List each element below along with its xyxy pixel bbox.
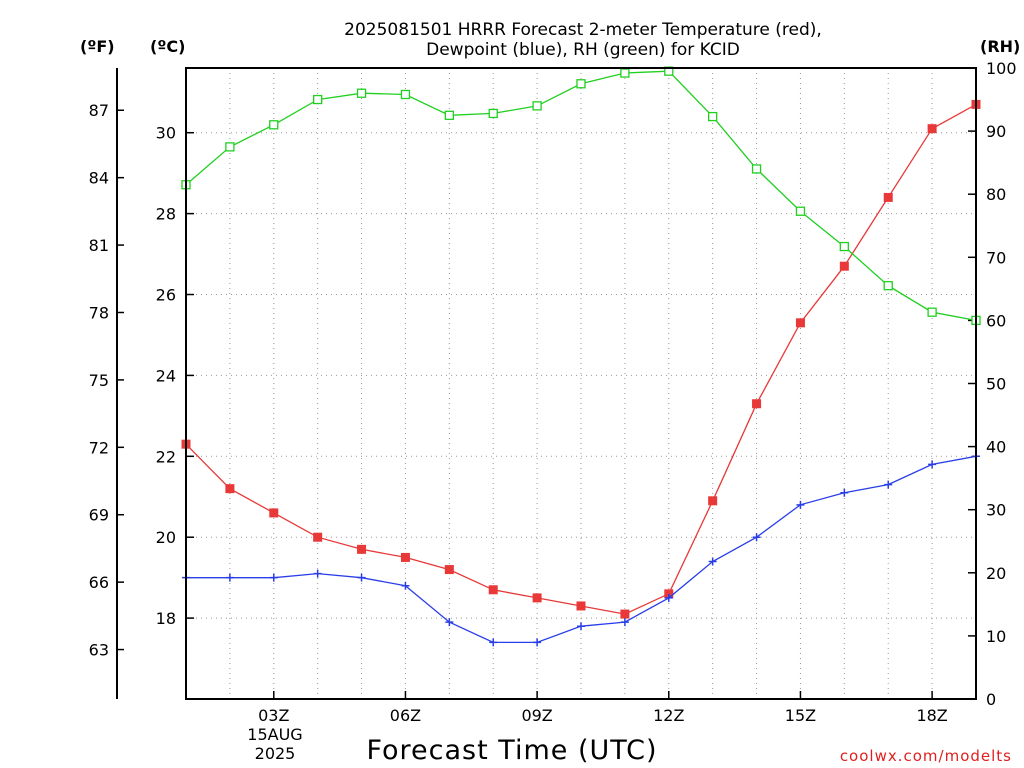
dewpoint-point: [884, 480, 893, 489]
x-tick-label: 12Z: [653, 706, 684, 725]
temperature-point: [488, 585, 498, 595]
dewpoint-point: [445, 618, 454, 627]
temperature-point: [795, 318, 805, 328]
celsius-tick-label: 20: [156, 528, 176, 547]
x-axis-title: Forecast Time (UTC): [366, 735, 657, 766]
dewpoint-point: [489, 638, 498, 647]
rh-tick-label: 50: [986, 375, 1006, 394]
fahrenheit-tick-label: 78: [89, 303, 109, 322]
dewpoint-point: [577, 622, 585, 631]
rh-point: [708, 111, 718, 122]
fahrenheit-tick-label: 87: [89, 101, 109, 120]
temperature-point: [576, 601, 586, 611]
rh-point: [313, 94, 323, 105]
x-date-label: 15AUG: [247, 725, 302, 744]
temperature-point: [357, 544, 367, 554]
rh-tick-label: 40: [986, 438, 1006, 457]
temperature-point: [927, 124, 937, 134]
rh-tick-label: 70: [986, 248, 1006, 267]
temperature-point: [400, 552, 410, 562]
temperature-point: [225, 484, 235, 494]
rh-point: [488, 108, 498, 119]
rh-tick-label: 80: [986, 185, 1006, 204]
temperature-point: [269, 508, 279, 518]
temperature-point: [752, 399, 762, 409]
fahrenheit-tick-label: 84: [89, 169, 109, 188]
rh-tick-label: 30: [986, 501, 1006, 520]
fahrenheit-tick-label: 72: [89, 438, 109, 457]
dewpoint-point: [533, 638, 542, 647]
rh-tick-label: 10: [986, 627, 1006, 646]
rh-tick-label: 20: [986, 564, 1006, 583]
x-tick-label: 15Z: [785, 706, 816, 725]
temperature-point: [620, 609, 630, 619]
rh-unit-label: (RH): [980, 37, 1020, 56]
rh-point: [576, 79, 586, 89]
celsius-tick-label: 28: [156, 205, 176, 224]
rh-point: [532, 101, 542, 111]
fahrenheit-tick-label: 66: [89, 573, 109, 592]
chart-title-line-1: 2025081501 HRRR Forecast 2-meter Tempera…: [344, 20, 822, 40]
fahrenheit-tick-label: 81: [89, 236, 109, 255]
rh-point: [269, 120, 279, 130]
dewpoint-point: [620, 618, 629, 627]
rh-tick-label: 0: [986, 690, 996, 709]
dewpoint-point: [840, 488, 849, 497]
celsius-unit-label: (ºC): [150, 37, 185, 56]
rh-tick-label: 100: [986, 59, 1017, 78]
dewpoint-point: [664, 593, 673, 602]
celsius-tick-label: 30: [156, 124, 176, 143]
dewpoint-point: [928, 460, 937, 469]
dewpoint-point: [313, 569, 322, 578]
celsius-tick-label: 18: [156, 609, 176, 628]
celsius-tick-label: 26: [156, 286, 176, 305]
dewpoint-point: [796, 500, 805, 509]
rh-tick-label: 60: [986, 311, 1006, 330]
fahrenheit-tick-label: 75: [89, 371, 109, 390]
dewpoint-point: [225, 573, 234, 582]
dewpoint-point: [752, 533, 761, 542]
celsius-tick-label: 24: [156, 366, 176, 385]
temperature-point: [708, 496, 718, 506]
rh-point: [839, 241, 849, 252]
dewpoint-point: [269, 573, 278, 582]
celsius-tick-label: 22: [156, 447, 176, 466]
x-tick-label: 03Z: [258, 706, 289, 725]
dewpoint-point: [401, 581, 410, 590]
temperature-point: [444, 565, 454, 575]
temperature-point: [839, 261, 849, 271]
dewpoint-point: [357, 573, 366, 582]
axes: 63 66 69 72 75 78 81 84 87 18 20 22 24 26 28 30 0 10 20 30 4…: [89, 59, 1017, 725]
rh-point: [927, 307, 937, 317]
rh-point: [225, 142, 235, 152]
rh-point: [620, 68, 630, 78]
data-series: [181, 66, 981, 647]
dewpoint-series-line: [186, 455, 977, 644]
chart-title-line-2: Dewpoint (blue), RH (green) for KCID: [426, 40, 740, 60]
rh-point: [400, 89, 411, 100]
x-year-label: 2025: [255, 744, 296, 763]
plot-frame: [185, 67, 977, 700]
dewpoint-point: [708, 557, 717, 566]
fahrenheit-unit-label: (ºF): [80, 37, 115, 56]
credit-text: coolwx.com/modelts: [840, 747, 1012, 765]
rh-point: [751, 164, 762, 174]
rh-point: [444, 110, 454, 120]
x-tick-label: 18Z: [916, 706, 947, 725]
fahrenheit-tick-label: 63: [89, 641, 109, 660]
temperature-point: [883, 192, 893, 202]
x-tick-label: 09Z: [521, 706, 552, 725]
temperature-point: [532, 593, 542, 603]
rh-point: [356, 88, 367, 98]
rh-tick-label: 90: [986, 122, 1006, 141]
temperature-point: [313, 532, 323, 542]
rh-point: [795, 206, 806, 216]
fahrenheit-tick-label: 69: [89, 506, 109, 525]
x-tick-label: 06Z: [390, 706, 421, 725]
rh-point: [883, 281, 893, 291]
